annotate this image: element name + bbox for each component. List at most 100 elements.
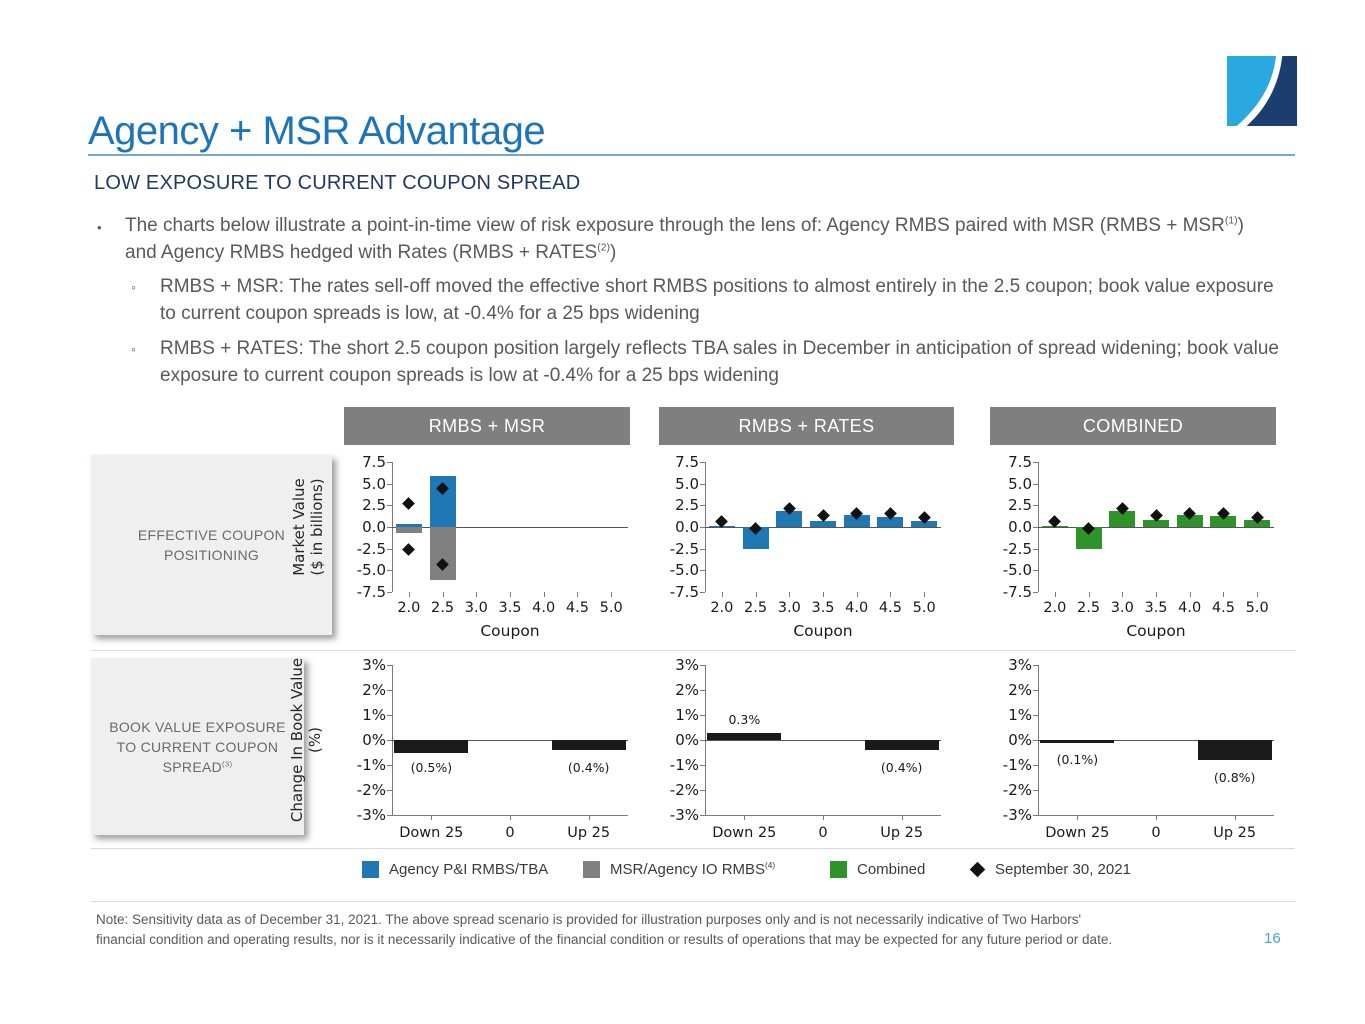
ytick-label: 0% xyxy=(1008,731,1032,749)
bar-label: (0.4%) xyxy=(880,759,923,775)
xtick-label: 5.0 xyxy=(912,600,936,616)
tick-v xyxy=(1234,815,1236,820)
bar xyxy=(1040,740,1115,743)
tick-v xyxy=(924,592,926,597)
tick-v xyxy=(1077,815,1079,820)
bar xyxy=(707,732,782,740)
ytick-label: -7.5 xyxy=(1002,583,1032,601)
title-divider xyxy=(88,154,1295,156)
xtick-label: 0 xyxy=(1151,825,1161,841)
tick-h xyxy=(387,483,392,485)
tick-v xyxy=(901,815,903,820)
legend-swatch-blue xyxy=(362,860,379,878)
xtick-label: 0 xyxy=(505,825,515,841)
ytick-label: 0.0 xyxy=(1008,518,1032,536)
bar-label: (0.5%) xyxy=(410,759,453,775)
legend-divider-bottom xyxy=(91,901,1295,902)
column-header-rmbs-msr: RMBS + MSR xyxy=(344,407,630,445)
bar xyxy=(1109,510,1136,527)
tick-h xyxy=(1033,548,1038,550)
tick-h xyxy=(700,548,705,550)
tick-v xyxy=(408,592,410,597)
ytick-label: 1% xyxy=(675,706,699,724)
tick-h xyxy=(387,815,392,816)
tick-v xyxy=(1156,592,1157,597)
tick-h xyxy=(387,690,392,691)
legend-item-agency-rmbs: Agency P&I RMBS/TBA xyxy=(362,858,548,880)
chart-positioning-combined: 7.5 5.0 2.5 0.0 -2.5 -5.0 -7.5 2.0 2.5 3.0 3.5 4.0 4… xyxy=(1003,453,1274,640)
ytick-label: 2.5 xyxy=(1008,496,1032,515)
legend-diamond-icon xyxy=(969,861,986,877)
ytick-label: 5.0 xyxy=(1008,474,1032,493)
tick-h xyxy=(387,505,392,507)
tick-h xyxy=(1033,527,1038,528)
bar xyxy=(742,527,769,549)
bar xyxy=(395,523,422,527)
bullet-sub-rmbs-rates-text: RMBS + RATES: The short 2.5 coupon posit… xyxy=(160,338,1279,386)
ytick-label: 2% xyxy=(675,681,699,699)
ytick-label: -5.0 xyxy=(1002,561,1032,580)
xtick-label: 4.0 xyxy=(1178,600,1202,616)
xtick-label: 2.0 xyxy=(710,600,734,616)
row-label-book-value-exposure: BOOK VALUE EXPOSURE TO CURRENT COUPON SP… xyxy=(91,658,304,835)
xtick-label: 3.0 xyxy=(464,600,488,616)
legend-label: September 30, 2021 xyxy=(995,860,1131,878)
xtick-label: 5.0 xyxy=(1245,600,1269,616)
tick-h xyxy=(700,462,705,463)
legend-divider-top xyxy=(91,848,1295,849)
tick-h xyxy=(1033,592,1038,593)
footnote-line-2: financial condition and operating result… xyxy=(96,932,1113,947)
tick-v xyxy=(577,592,579,597)
ytick-label: -1% xyxy=(1002,756,1032,774)
tick-v xyxy=(721,592,723,597)
grid-zero xyxy=(392,527,628,528)
tick-h xyxy=(387,592,392,593)
diamond xyxy=(402,497,416,510)
tick-h xyxy=(700,690,705,691)
tick-h xyxy=(387,462,392,463)
footnote-line-1: Note: Sensitivity data as of December 31… xyxy=(96,912,1082,927)
tick-v xyxy=(1257,592,1259,597)
xlabel: Coupon xyxy=(1126,622,1186,640)
tick-h xyxy=(1033,765,1038,766)
ytick-label: 2.5 xyxy=(675,496,699,515)
grid-zero xyxy=(705,740,941,741)
ytick-label: -5.0 xyxy=(669,561,699,580)
row-label-effective-coupon-positioning: EFFECTIVE COUPON POSITIONING xyxy=(91,455,332,635)
grid-zero xyxy=(1038,740,1274,741)
tick-v xyxy=(611,592,613,597)
tick-h xyxy=(387,715,392,716)
tick-h xyxy=(700,505,705,507)
ytick-label: -2.5 xyxy=(669,539,699,558)
tick-h xyxy=(1033,483,1038,485)
ytick-label: 1% xyxy=(362,706,386,724)
ytick-label: 2.5 xyxy=(362,496,386,515)
tick-v xyxy=(1156,815,1157,820)
tick-h xyxy=(1033,570,1038,572)
bar xyxy=(843,514,870,527)
tick-v xyxy=(442,592,444,597)
tick-h xyxy=(387,740,392,741)
bar xyxy=(394,740,469,753)
bullet-circle-icon: ◦ xyxy=(131,341,136,357)
tick-h xyxy=(700,570,705,572)
tick-h xyxy=(387,527,392,528)
y-axis-title-market-value: Market Value ($ in billions) xyxy=(290,478,326,576)
xlabel: Coupon xyxy=(793,622,853,640)
row-divider xyxy=(91,650,1295,651)
chart-bookvalue-rmbs-rates: 3% 2% 1% 0% -1% -2% -3% 0.3% (0.4%) Down 25 0 Up 25 xyxy=(670,656,941,841)
tick-v xyxy=(890,592,892,597)
xtick-label: Up 25 xyxy=(567,825,611,841)
ytick-label: 0.0 xyxy=(675,518,699,536)
xtick-label: 2.5 xyxy=(1077,600,1101,616)
xtick-label: 4.0 xyxy=(532,600,556,616)
ytick-label: 7.5 xyxy=(1008,453,1032,471)
bar-label: 0.3% xyxy=(728,712,761,727)
tick-h xyxy=(700,665,705,666)
diamond xyxy=(402,543,416,556)
ytick-label: -3% xyxy=(669,806,699,824)
legend-item-september-30-2021: September 30, 2021 xyxy=(969,858,1131,880)
tick-h xyxy=(387,790,392,791)
ytick-label: -2% xyxy=(1002,781,1032,799)
bar xyxy=(551,740,626,750)
